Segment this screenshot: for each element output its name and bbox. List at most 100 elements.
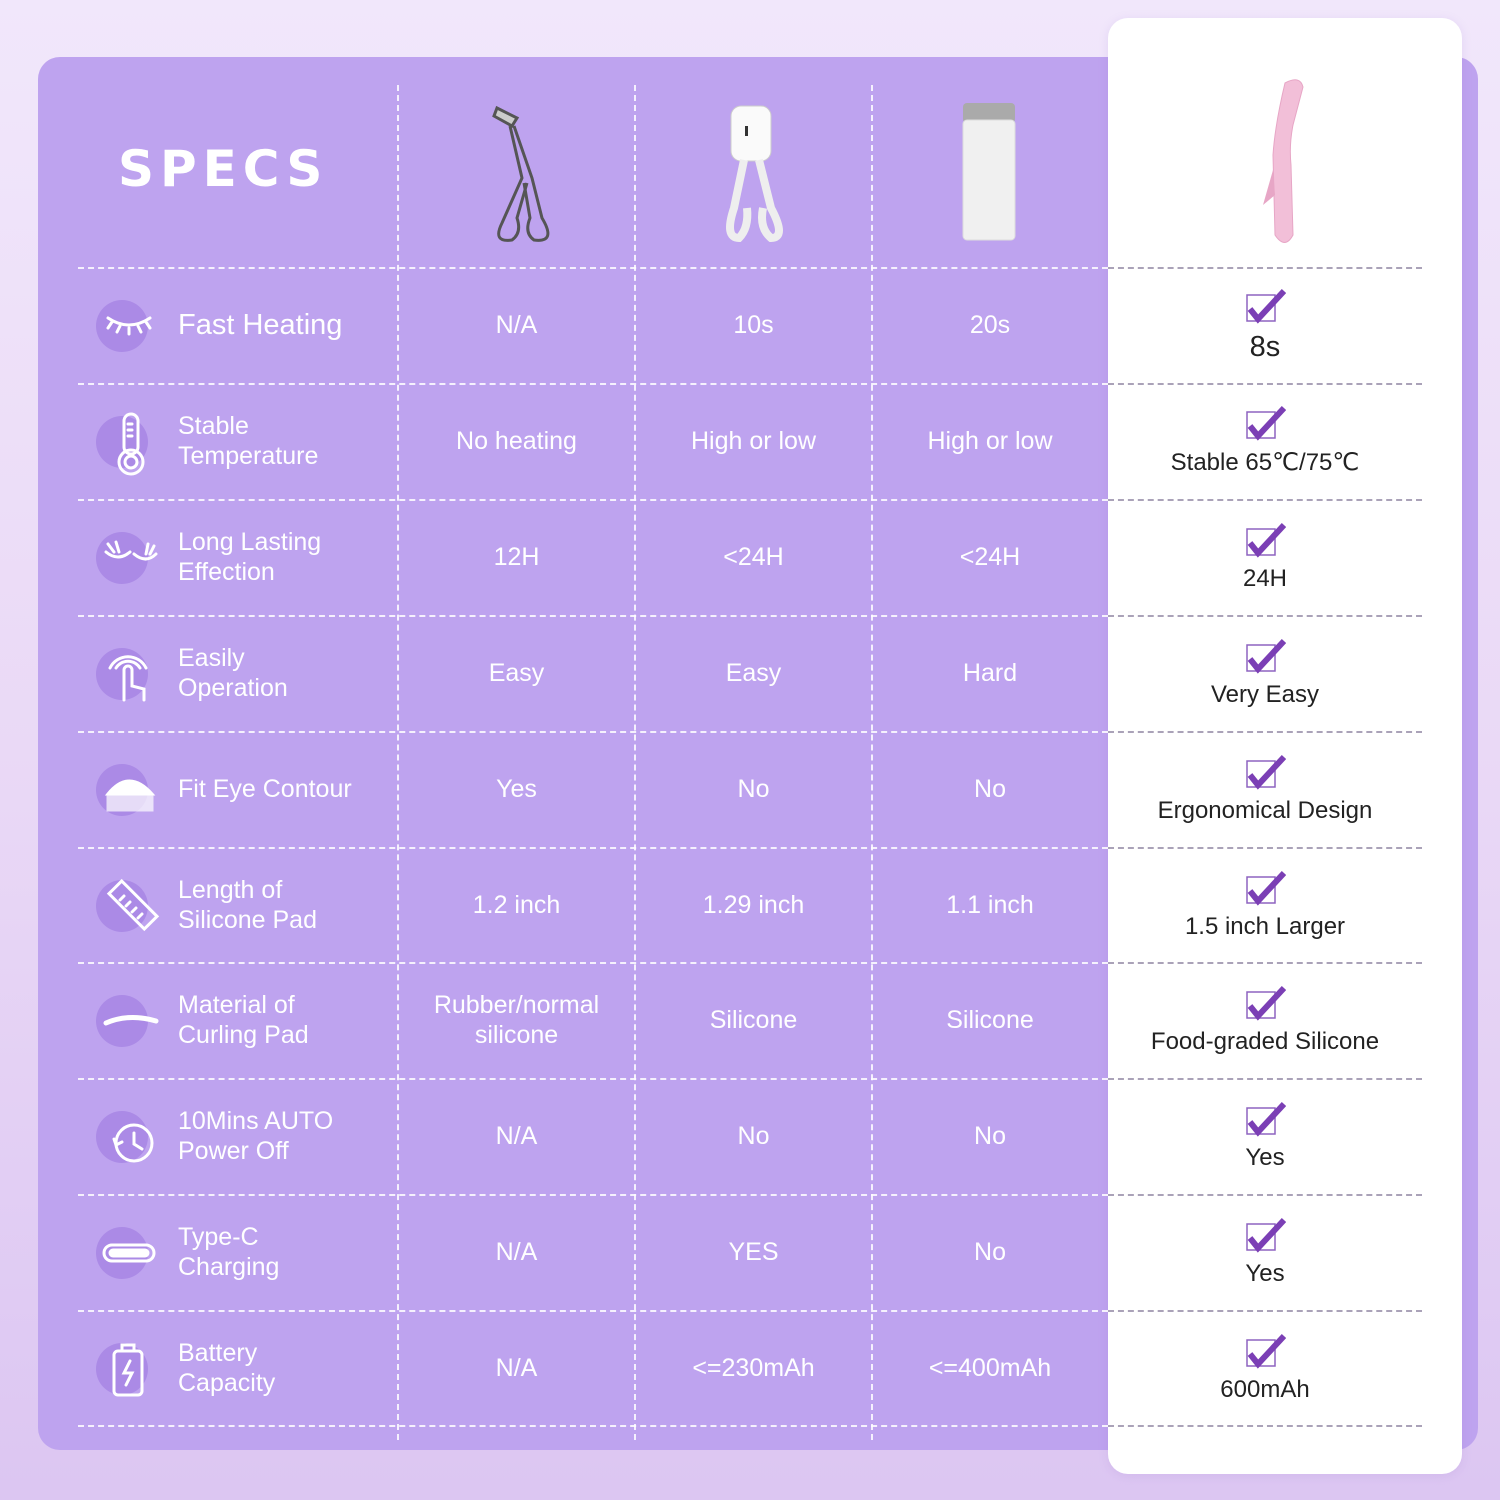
competitor-value: 1.29 inch xyxy=(702,890,805,919)
featured-value: Yes xyxy=(1245,1144,1285,1172)
checkbox-check-icon xyxy=(1246,1218,1286,1253)
ruler-icon xyxy=(94,870,164,940)
featured-product-column xyxy=(1108,18,1462,1474)
column-divider xyxy=(397,85,399,1440)
battery-icon xyxy=(94,1333,164,1403)
checkbox-check-icon xyxy=(1246,522,1286,558)
featured-value-cell: 24H xyxy=(1108,499,1422,615)
competitor-value: N/A xyxy=(495,1354,538,1383)
table-row: Type-C Charging N/A YES No Yes xyxy=(78,1194,1422,1310)
product-image-scissor-curler xyxy=(635,85,872,260)
row-divider xyxy=(78,498,1108,501)
competitor-value: 12H xyxy=(493,542,540,571)
eyelash-icon xyxy=(94,290,164,360)
featured-value-cell: 600mAh xyxy=(1108,1310,1422,1426)
competitor-value: 10s xyxy=(733,311,774,339)
featured-value: 600mAh xyxy=(1220,1376,1310,1404)
checkbox-check-icon xyxy=(1246,288,1286,324)
featured-value-cell: Ergonomical Design xyxy=(1108,731,1422,847)
competitor-value: No xyxy=(974,774,1006,803)
column-divider xyxy=(634,85,636,1440)
row-divider xyxy=(78,1078,1108,1081)
table-bottom-line xyxy=(1108,1425,1422,1427)
row-divider xyxy=(1108,1078,1422,1081)
feature-label: Long Lasting Effection xyxy=(178,527,322,586)
competitor-value: Easy xyxy=(488,658,545,687)
checkbox-check-icon xyxy=(1246,986,1286,1021)
competitor-value: Yes xyxy=(496,774,537,803)
featured-value: Stable 65℃/75℃ xyxy=(1170,449,1360,477)
feature-label: 10Mins AUTO Power Off xyxy=(178,1107,334,1166)
competitor-value: No xyxy=(974,1122,1006,1151)
competitor-value: <=230mAh xyxy=(692,1354,815,1383)
row-divider xyxy=(1108,382,1422,385)
table-row: Easily Operation Easy Easy Hard Very Easy xyxy=(78,614,1422,731)
column-divider xyxy=(871,85,873,1440)
curve-pad-icon xyxy=(94,985,164,1055)
table-row: Material of Curling Pad Rubber/normal si… xyxy=(78,962,1422,1078)
feature-label-cell: Type-C Charging xyxy=(78,1194,398,1310)
feature-label: Type-C Charging xyxy=(178,1223,280,1282)
product-image-pen-curler xyxy=(872,85,1108,260)
competitor-value: <24H xyxy=(959,542,1021,571)
competitor-value: <24H xyxy=(723,542,784,571)
competitor-value: N/A xyxy=(495,1122,538,1151)
featured-value: 24H xyxy=(1242,564,1288,592)
row-divider xyxy=(78,1194,1108,1197)
usb-c-icon xyxy=(94,1217,164,1287)
row-divider xyxy=(78,730,1108,733)
competitor-value: No xyxy=(974,1238,1006,1267)
feature-label-cell: Material of Curling Pad xyxy=(78,962,398,1078)
feature-label: Easily Operation xyxy=(178,643,288,702)
feature-label-cell: Stable Temperature xyxy=(78,383,398,499)
feature-label: Fit Eye Contour xyxy=(178,774,352,803)
competitor-value: Rubber/normal silicone xyxy=(433,991,600,1050)
table-bottom-line xyxy=(78,1425,1108,1427)
row-divider xyxy=(1108,730,1422,733)
featured-value: Very Easy xyxy=(1210,680,1320,708)
row-divider xyxy=(1108,846,1422,849)
feature-label-cell: Fast Heating xyxy=(78,267,398,383)
row-divider xyxy=(78,962,1108,965)
featured-value: Ergonomical Design xyxy=(1157,796,1373,824)
table-row: Long Lasting Effection 12H <24H <24H 24H xyxy=(78,498,1422,615)
clock-icon xyxy=(94,1101,164,1171)
specs-title: SPECS xyxy=(118,140,329,198)
row-divider xyxy=(1108,962,1422,965)
feature-label: Stable Temperature xyxy=(178,411,319,470)
checkbox-check-icon xyxy=(1246,638,1286,674)
featured-value: Food-graded Silicone xyxy=(1150,1028,1380,1056)
featured-value-cell: Yes xyxy=(1108,1194,1422,1310)
competitor-value: Silicone xyxy=(709,1006,798,1035)
featured-value-cell: Yes xyxy=(1108,1078,1422,1194)
feature-label-cell: Fit Eye Contour xyxy=(78,731,398,847)
feature-label-cell: 10Mins AUTO Power Off xyxy=(78,1078,398,1194)
table-row: 10Mins AUTO Power Off N/A No No Yes xyxy=(78,1078,1422,1194)
feature-label-cell: Length of Silicone Pad xyxy=(78,847,398,963)
row-divider xyxy=(1108,1194,1422,1197)
featured-value-cell: 8s xyxy=(1108,267,1422,383)
competitor-value: 20s xyxy=(969,311,1011,339)
touch-hand-icon xyxy=(94,638,164,708)
competitor-value: 1.2 inch xyxy=(472,890,561,919)
row-divider xyxy=(1108,498,1422,501)
row-divider xyxy=(78,267,1108,269)
feature-label: Length of Silicone Pad xyxy=(178,875,317,934)
competitor-value: Silicone xyxy=(946,1006,1034,1035)
checkbox-check-icon xyxy=(1246,870,1286,906)
competitor-value: No xyxy=(737,774,770,803)
row-divider xyxy=(1108,1310,1422,1313)
thermometer-icon xyxy=(94,406,164,476)
competitor-value: High or low xyxy=(690,426,817,455)
competitor-value: Hard xyxy=(962,658,1018,687)
row-divider xyxy=(1108,267,1422,269)
table-row: Fit Eye Contour Yes No No Ergonomical Desi… xyxy=(78,730,1422,847)
competitor-value: <=400mAh xyxy=(928,1354,1052,1383)
checkbox-check-icon xyxy=(1246,754,1286,790)
feature-label-cell: Battery Capacity xyxy=(78,1310,398,1426)
feature-label: Battery Capacity xyxy=(178,1339,276,1398)
eye-contour-icon xyxy=(94,754,164,824)
featured-value: Yes xyxy=(1245,1260,1285,1288)
feature-label: Fast Heating xyxy=(178,309,343,341)
table-row: Length of Silicone Pad 1.2 inch 1.29 inch… xyxy=(78,846,1422,963)
